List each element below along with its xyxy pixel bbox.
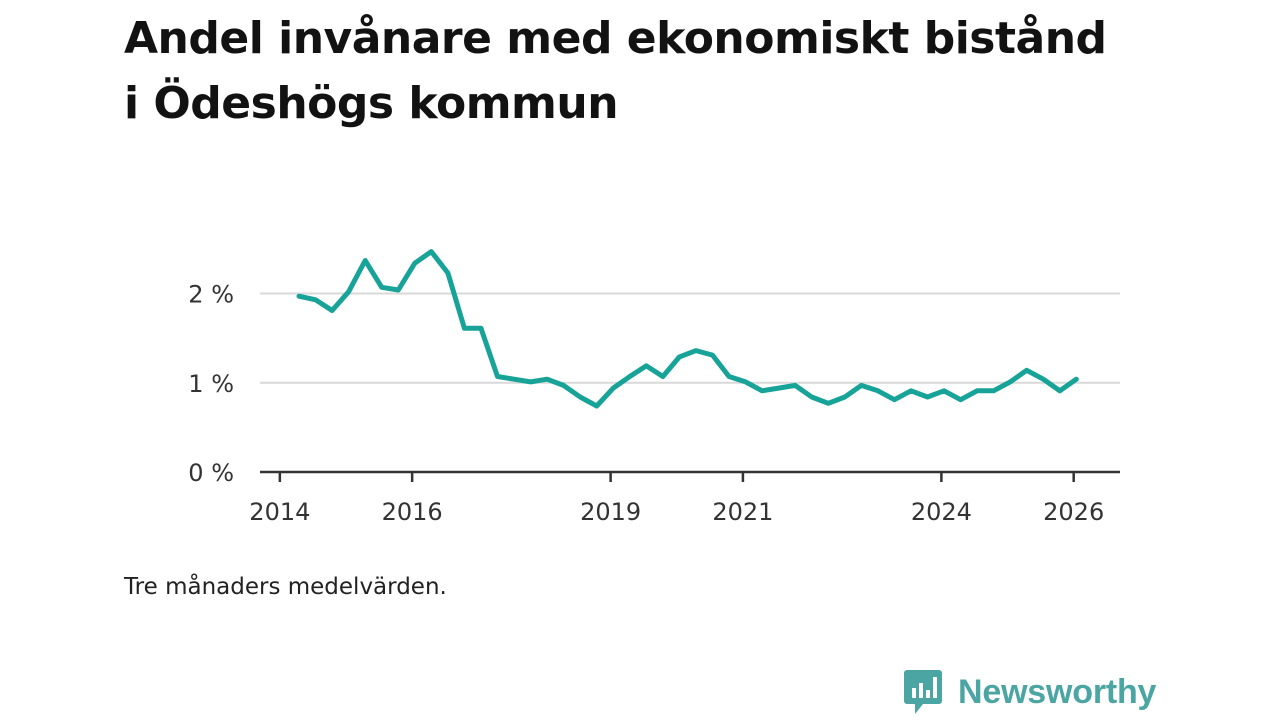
x-tick-label: 2021 — [712, 498, 773, 526]
series-layer — [296, 249, 1079, 409]
x-tick-label: 2026 — [1043, 498, 1104, 526]
newsworthy-logo-icon — [904, 670, 942, 714]
chart-title: Andel invånare med ekonomiskt bistånd i … — [124, 13, 1107, 129]
y-tick-label: 2 % — [188, 281, 234, 309]
brand-name: Newsworthy — [958, 672, 1157, 711]
x-tick-label: 2014 — [249, 498, 310, 526]
chart-note: Tre månaders medelvärden. — [124, 574, 447, 600]
x-axis — [260, 470, 1120, 482]
x-tick-label: 2019 — [580, 498, 641, 526]
y-tick-label: 1 % — [188, 370, 234, 398]
grid-lines — [260, 292, 1120, 384]
y-tick-label: 0 % — [188, 459, 234, 487]
series-line — [296, 249, 1079, 409]
y-axis-labels: 0 % 1 % 2 % — [188, 281, 234, 487]
x-tick-label: 2016 — [382, 498, 443, 526]
x-axis-labels: 2014 2016 2019 2021 2024 2026 — [249, 498, 1104, 526]
brand-logo: Newsworthy — [903, 668, 1156, 716]
x-tick-label: 2024 — [911, 498, 972, 526]
line-chart: 0 % 1 % 2 % 2014 2016 2019 2021 2024 2026 — [188, 249, 1120, 526]
